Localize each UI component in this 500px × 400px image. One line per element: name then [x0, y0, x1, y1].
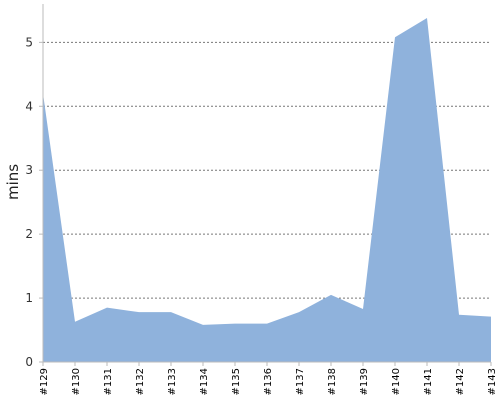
series-area — [42, 18, 492, 363]
x-tick-labels: #129 #130 #131 #132 #133 #134 #135 #136 #137 #138… — [39, 368, 498, 395]
y-tick-label-4: 4 — [25, 99, 33, 113]
x-tick-label-1: #130 — [71, 368, 82, 395]
axes — [39, 4, 492, 366]
x-tick-label-12: #141 — [423, 368, 434, 395]
x-tick-label-11: #140 — [391, 368, 402, 395]
y-tick-label-1: 1 — [25, 291, 33, 305]
x-tick-label-7: #136 — [263, 368, 274, 395]
x-tick-label-5: #134 — [199, 368, 210, 395]
y-tick-label-2: 2 — [25, 227, 33, 241]
x-tick-label-4: #133 — [167, 368, 178, 395]
series-area-path — [43, 18, 491, 363]
x-tick-label-6: #135 — [231, 368, 242, 395]
x-tick-label-8: #137 — [295, 368, 306, 395]
x-tick-label-9: #138 — [327, 368, 338, 395]
x-tick-label-13: #142 — [455, 368, 466, 395]
x-tick-label-0: #129 — [39, 368, 50, 395]
x-tick-label-14: #143 — [487, 368, 498, 395]
y-tick-label-3: 3 — [25, 163, 33, 177]
y-tick-labels: 0 1 2 3 4 5 — [25, 35, 33, 369]
x-tick-label-2: #131 — [103, 368, 114, 395]
y-axis-title: mins — [4, 164, 22, 200]
y-tick-label-5: 5 — [25, 35, 33, 49]
y-tick-label-0: 0 — [25, 355, 33, 369]
x-tick-label-3: #132 — [135, 368, 146, 395]
x-tick-label-10: #139 — [359, 368, 370, 395]
